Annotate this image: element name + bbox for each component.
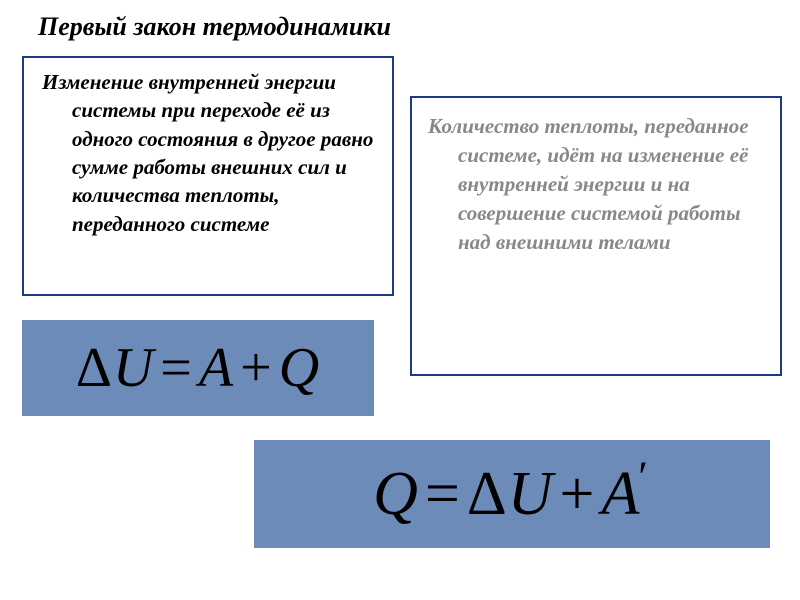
formula-1: ΔU=A+Q [76, 336, 320, 400]
definition-text-right: Количество теплоты, переданное системе, … [428, 112, 764, 257]
formula-box-2: Q=ΔU+A′ [254, 440, 770, 548]
formula-2: Q=ΔU+A′ [373, 459, 651, 530]
formula-box-1: ΔU=A+Q [22, 320, 374, 416]
definition-text-left: Изменение внутренней энергии системы при… [42, 68, 374, 238]
definition-box-right: Количество теплоты, переданное системе, … [410, 96, 782, 376]
definition-box-left: Изменение внутренней энергии системы при… [22, 56, 394, 296]
page-title: Первый закон термодинамики [38, 12, 391, 42]
